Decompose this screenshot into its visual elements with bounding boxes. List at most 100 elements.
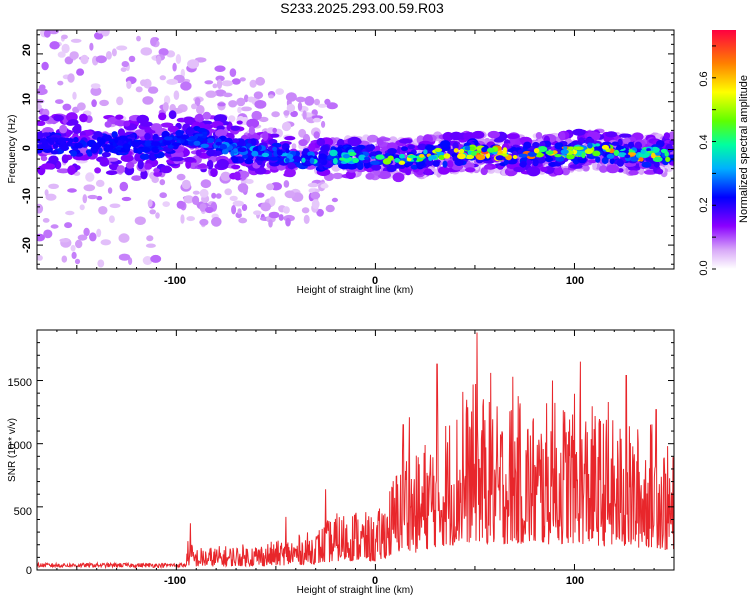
spectral-blob (251, 150, 259, 157)
spectral-blob (202, 124, 213, 130)
spectral-blob (242, 154, 249, 159)
spectral-blob (344, 158, 350, 163)
spectral-blob (428, 155, 433, 161)
spectral-blob (202, 111, 211, 120)
spectral-blob (601, 157, 609, 164)
spectral-blob (130, 141, 138, 146)
spectral-blob (554, 154, 562, 158)
spectral-blob (205, 90, 217, 98)
spectrogram-ytick-label: -10 (21, 188, 33, 204)
spectral-blob (159, 192, 167, 199)
colorbar-ticks (712, 45, 716, 270)
snr-panel: -100 0 100 0 500 1000 1500 Height of str… (7, 329, 675, 596)
spectral-blob (616, 159, 624, 167)
spectral-blob (183, 156, 196, 163)
spectral-blob (251, 110, 262, 121)
spectrogram-xtick-label: 100 (566, 275, 584, 287)
spectral-blob (464, 145, 471, 151)
spectral-blob (611, 141, 619, 146)
spectral-blob (180, 214, 185, 224)
spectral-blob (241, 204, 248, 211)
spectral-blob (87, 194, 98, 200)
spectral-blob (399, 153, 405, 159)
spectral-blob (152, 148, 160, 154)
spectral-blob (144, 163, 153, 170)
spectral-blob (192, 195, 200, 205)
spectral-blob (377, 170, 391, 180)
spectral-blob (247, 96, 255, 103)
spectral-blob (532, 141, 540, 148)
spectral-blob (211, 192, 217, 199)
spectral-blob (59, 238, 70, 243)
spectral-blob (438, 166, 450, 175)
spectral-blob (142, 96, 154, 105)
spectral-blob (37, 120, 46, 126)
spectral-blob (94, 167, 101, 174)
spectral-blob (123, 120, 131, 127)
spectral-blob (144, 133, 151, 140)
spectral-blob (151, 175, 159, 184)
spectral-blob (237, 147, 247, 153)
spectral-blob (150, 141, 161, 147)
spectral-blob (592, 150, 601, 157)
spectrogram-xtick-label: -100 (164, 275, 186, 287)
spectral-blob (352, 157, 360, 163)
spectral-blob (304, 96, 315, 106)
spectral-blob (588, 159, 597, 164)
spectral-blob (186, 127, 195, 135)
spectral-blob (374, 150, 383, 156)
spectral-blob (370, 160, 380, 165)
spectral-blob (200, 143, 209, 148)
spectral-blob (116, 45, 128, 51)
spectral-blob (622, 137, 631, 145)
spectral-blob (74, 142, 83, 149)
spectral-blob (188, 136, 198, 141)
spectral-blob (101, 151, 111, 158)
spectral-blob (285, 147, 290, 154)
spectral-blob (540, 166, 548, 172)
spectral-blob (664, 151, 669, 157)
spectral-blob (318, 153, 327, 161)
spectral-blob (121, 196, 132, 202)
spectral-blob (106, 157, 119, 162)
spectral-blob (584, 148, 594, 155)
spectral-blob (156, 55, 162, 65)
spectral-blob (175, 129, 184, 137)
spectral-blob (315, 158, 323, 164)
spectral-blob (231, 78, 241, 85)
spectral-blob (44, 189, 49, 197)
spectral-blob (554, 166, 563, 175)
spectral-blob (545, 150, 554, 155)
spectral-blob (595, 143, 600, 147)
spectral-blob (92, 142, 100, 150)
spectral-blob (270, 133, 280, 138)
spectral-blob (347, 151, 357, 157)
spectral-blob (97, 259, 105, 268)
spectral-blob (104, 121, 112, 128)
spectral-blob (117, 128, 125, 137)
colorbar-label: Normalized spectral amplitude (738, 75, 750, 223)
spectral-blob (347, 136, 362, 147)
spectral-blob (59, 124, 68, 134)
spectral-blob (83, 184, 96, 192)
spectral-blob (463, 162, 475, 169)
spectral-blob (99, 158, 110, 167)
spectral-blob (533, 148, 540, 154)
spectral-blob (446, 160, 454, 168)
spectral-blob (310, 191, 321, 200)
spectral-blob (120, 154, 134, 163)
spectral-blob (253, 91, 264, 99)
spectral-blob (204, 80, 214, 85)
spectral-blob (262, 131, 269, 141)
colorbar-gradient (712, 30, 736, 269)
snr-xtick-label: 100 (566, 575, 584, 587)
spectral-blob (252, 210, 262, 216)
colorbar-tick-label: 0.6 (698, 71, 710, 86)
spectral-blob (183, 195, 194, 204)
spectral-blob (228, 115, 236, 123)
spectral-blob (314, 98, 320, 106)
spectral-blob (243, 94, 249, 103)
spectral-blob (53, 114, 64, 122)
spectral-blob (95, 55, 107, 64)
spectral-blob (158, 48, 169, 56)
